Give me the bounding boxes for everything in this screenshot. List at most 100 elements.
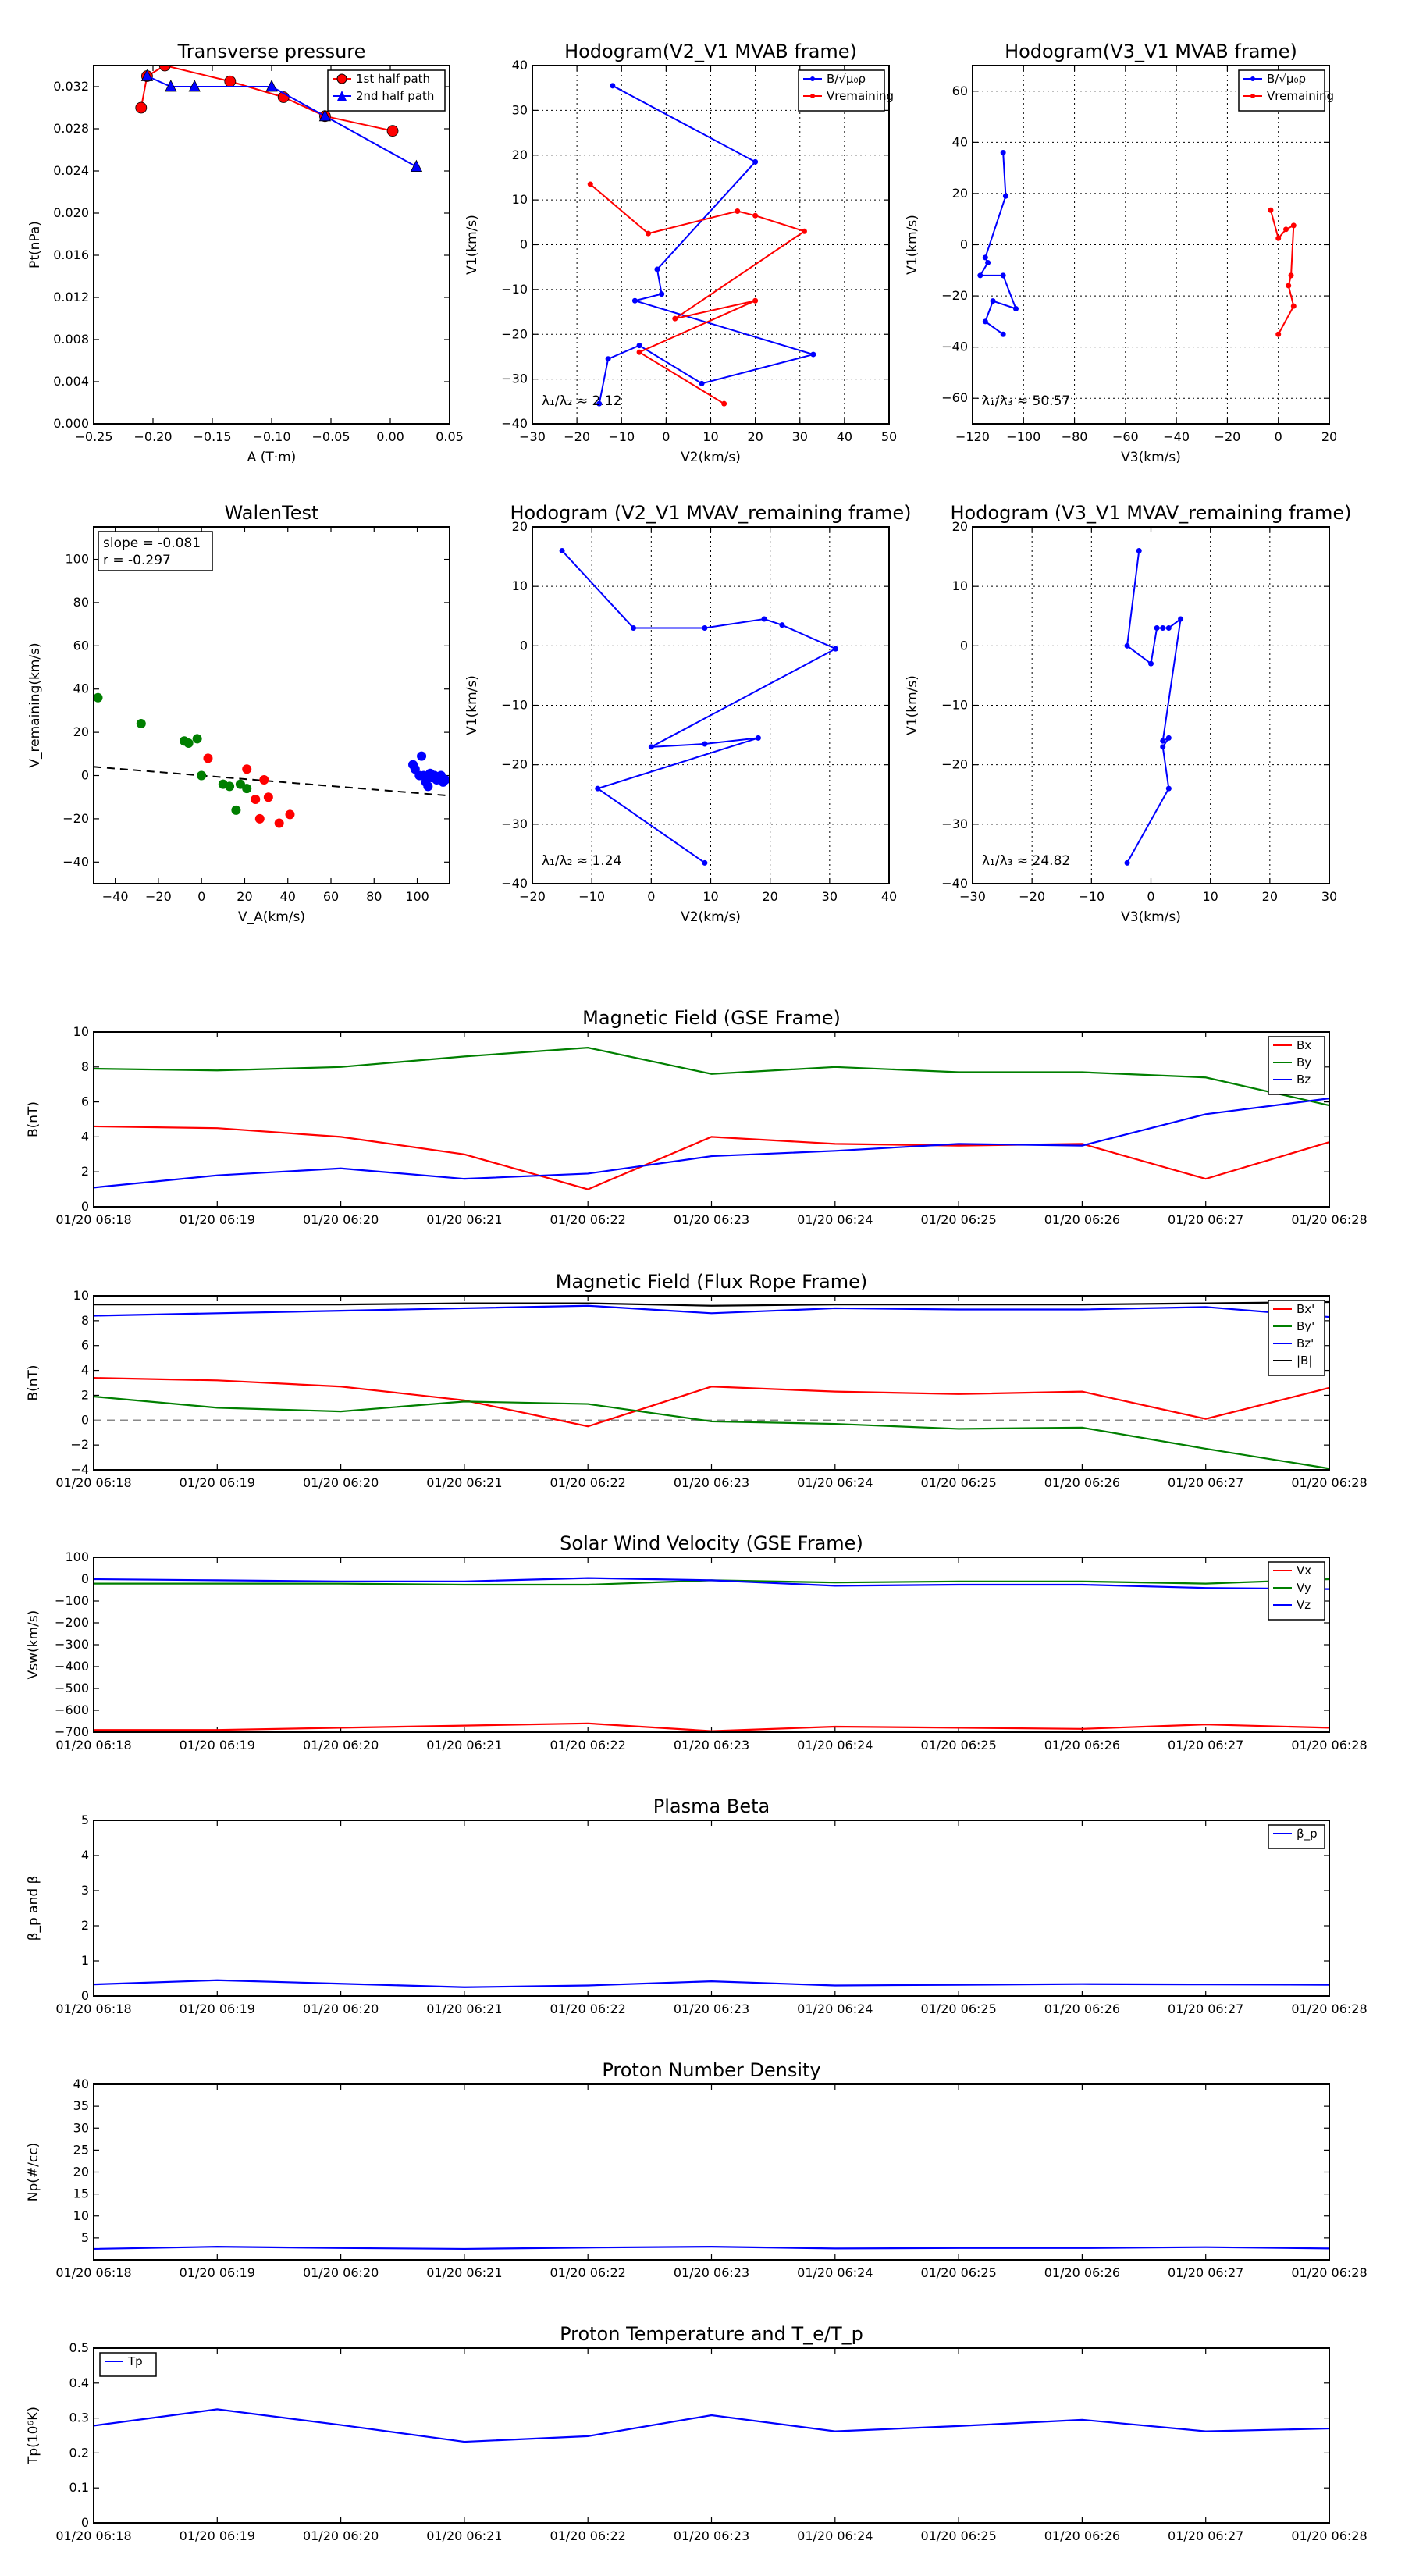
data-point [752,158,759,165]
y-tick-label: 0.000 [53,416,89,431]
y-tick-label: 0 [81,1199,89,1214]
x-tick-label: 01/20 06:22 [550,1475,626,1490]
y-tick-label: 40 [952,134,968,149]
x-tick-label: 10 [1202,889,1218,904]
chart-title: Magnetic Field (Flux Rope Frame) [556,1271,867,1293]
y-tick-label: 15 [73,2186,89,2201]
legend-label: Vy [1297,1581,1311,1595]
x-tick-label: 01/20 06:23 [674,1475,749,1490]
y-tick-label: 100 [65,1550,89,1564]
y-tick-label: 5 [81,1813,89,1827]
series-line-0 [94,1979,1329,1988]
series-line-2 [94,1577,1329,1590]
x-tick-label: 20 [762,889,777,904]
legend-box [1268,1561,1325,1621]
plot-frame [532,65,890,425]
data-point [982,318,988,325]
x-tick-label: 01/20 06:23 [674,2001,749,2016]
y-tick-label: 30 [512,102,528,117]
x-tick-label: 01/20 06:19 [180,1212,255,1227]
y-tick-label: −30 [501,817,528,831]
data-point [1000,331,1006,337]
data-point [158,66,171,72]
y-tick-label: 0.028 [53,121,89,136]
y-axis-label: V1(km/s) [905,215,920,275]
annotation-text: λ₁/λ₂ ≈ 1.24 [542,853,621,869]
y-tick-label: −2 [70,1437,89,1452]
y-tick-label: 10 [73,1024,89,1039]
data-point [231,805,241,815]
x-tick-label: −30 [519,429,546,444]
annotation-text: λ₁/λ₂ ≈ 2.12 [542,393,621,409]
x-tick-label: −20 [145,889,172,904]
y-tick-label: 20 [952,519,968,534]
chart-title: Transverse pressure [177,41,366,62]
data-point [1000,149,1006,155]
y-tick-label: 0.020 [53,205,89,220]
legend-box [1238,69,1325,112]
series-line-0 [598,84,816,404]
x-tick-label: 0 [1147,889,1154,904]
data-point [559,547,565,553]
y-tick-label: 10 [73,2208,89,2223]
chart-title: Hodogram (V2_V1 MVAV_remaining frame) [510,502,911,524]
plot-area [94,2408,1329,2443]
data-point [285,809,295,820]
plot-frame [93,1295,1330,1471]
data-point [832,646,838,652]
x-tick-label: 01/20 06:22 [550,2528,626,2543]
series-line-0 [561,550,838,864]
x-tick-label: 01/20 06:27 [1168,2001,1243,2016]
x-tick-label: 01/20 06:18 [55,1738,131,1752]
x-tick-label: 01/20 06:24 [797,1475,873,1490]
y-tick-label: 30 [73,2120,89,2135]
x-tick-label: 0 [647,889,655,904]
data-point [761,616,767,622]
y-axis-label: V1(km/s) [464,675,480,735]
legend-label: Bz [1297,1073,1311,1087]
data-point [1148,660,1154,667]
chart-h3: Hodogram (V2_V1 MVAV_remaining frame) −20… [464,502,912,925]
x-tick-label: 01/20 06:25 [920,1475,996,1490]
x-tick-label: −30 [959,889,986,904]
x-axis-label: V3(km/s) [1121,909,1181,925]
data-point [1002,193,1008,199]
chart-title: Magnetic Field (GSE Frame) [582,1007,841,1029]
data-point [318,109,332,122]
data-point [636,343,642,349]
plot-area [94,1300,1329,1470]
plot-frame [532,526,890,884]
x-tick-label: 30 [792,429,808,444]
y-axis-label: Np(#/cc) [26,2143,41,2201]
chart-title: Solar Wind Velocity (GSE Frame) [560,1532,863,1554]
y-tick-label: −40 [941,876,968,891]
data-point [985,259,991,265]
x-tick-label: 01/20 06:25 [920,2001,996,2016]
y-tick-label: 100 [65,552,89,567]
chart-h2: Hodogram(V3_V1 MVAB frame) −120 −100 −80 −60… [905,41,1337,465]
legend-label: Bx [1297,1038,1311,1052]
y-tick-label: 40 [73,2076,89,2091]
y-tick-label: 0.3 [69,2411,89,2425]
x-tick-label: 20 [1321,429,1337,444]
x-tick-label: 01/20 06:21 [426,1212,502,1227]
x-tick-label: 01/20 06:20 [303,1212,379,1227]
x-tick-label: 01/20 06:18 [55,1475,131,1490]
legend-label: Vz [1297,1598,1311,1612]
x-tick-label: 01/20 06:19 [180,1738,255,1752]
plot-frame [93,526,450,884]
x-tick-label: −60 [1112,429,1139,444]
x-tick-label: 40 [881,889,897,904]
annotation-box [98,531,213,571]
data-point [1124,642,1130,649]
x-tick-label: 01/20 06:20 [303,1475,379,1490]
data-point [440,775,450,785]
chart-sw: Solar Wind Velocity (GSE Frame) 01/20 06:… [26,1532,1368,1752]
series-line-1 [94,1047,1329,1107]
chart-pb: Plasma Beta 01/20 06:18 01/20 06:19 01/20 0… [26,1795,1368,2016]
y-tick-label: 10 [512,578,528,593]
y-tick-label: 0.032 [53,79,89,94]
x-axis-label: V2(km/s) [681,909,741,925]
x-tick-label: 01/20 06:18 [55,2001,131,2016]
